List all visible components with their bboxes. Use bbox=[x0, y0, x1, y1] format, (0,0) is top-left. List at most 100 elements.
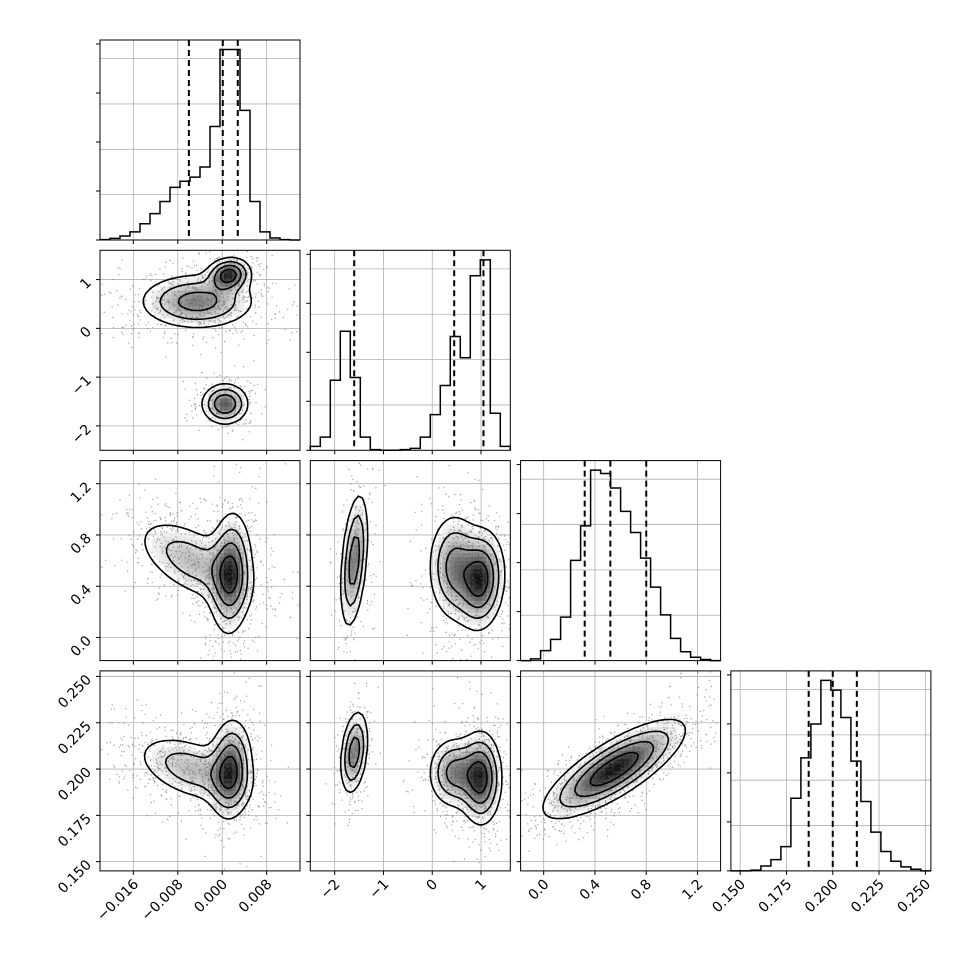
density-cell bbox=[224, 294, 229, 299]
density-cell bbox=[458, 758, 463, 764]
density-cell bbox=[434, 584, 439, 589]
density-cell bbox=[232, 762, 237, 768]
density-cell bbox=[660, 722, 665, 728]
density-cell bbox=[196, 314, 201, 319]
density-cell bbox=[350, 730, 355, 736]
density-cell bbox=[342, 548, 347, 553]
density-cell bbox=[172, 290, 177, 295]
density-cell bbox=[664, 750, 669, 756]
density-cell bbox=[486, 612, 491, 617]
density-cell bbox=[624, 778, 629, 784]
density-cell bbox=[220, 262, 225, 267]
density-cell bbox=[604, 750, 609, 756]
density-cell bbox=[656, 758, 661, 764]
density-cell bbox=[438, 774, 443, 780]
density-cell bbox=[362, 738, 367, 744]
density-cell bbox=[490, 600, 495, 605]
density-cell bbox=[156, 556, 161, 561]
density-cell bbox=[240, 588, 245, 593]
density-cell bbox=[224, 262, 229, 267]
density-cell bbox=[192, 746, 197, 752]
density-cell bbox=[192, 552, 197, 557]
density-cell bbox=[200, 758, 205, 764]
density-cell bbox=[236, 524, 241, 529]
density-cell bbox=[248, 588, 253, 593]
density-cell bbox=[216, 782, 221, 788]
density-cell bbox=[342, 600, 347, 605]
density-cell bbox=[156, 758, 161, 764]
density-cell bbox=[346, 572, 351, 577]
density-cell bbox=[216, 770, 221, 776]
density-cell bbox=[200, 762, 205, 768]
density-cell bbox=[220, 576, 225, 581]
density-cell bbox=[648, 734, 653, 740]
density-cell bbox=[362, 552, 367, 557]
density-cell bbox=[228, 624, 233, 629]
contour-2-3-level-1 bbox=[559, 730, 670, 808]
density-cell bbox=[490, 762, 495, 768]
density-cell bbox=[188, 754, 193, 760]
density-cell bbox=[624, 770, 629, 776]
density-cell bbox=[596, 762, 601, 768]
density-cell bbox=[168, 770, 173, 776]
density-cell bbox=[576, 774, 581, 780]
density-cell bbox=[156, 532, 161, 537]
density-cell bbox=[244, 746, 249, 752]
density-cell bbox=[160, 750, 165, 756]
density-cell bbox=[220, 548, 225, 553]
density-cell bbox=[466, 604, 471, 609]
density-cell bbox=[564, 802, 569, 808]
density-cell bbox=[446, 572, 451, 577]
density-cell bbox=[474, 544, 479, 549]
density-cell bbox=[216, 410, 221, 415]
density-cell bbox=[232, 580, 237, 585]
density-cell bbox=[176, 564, 181, 569]
density-cell bbox=[220, 286, 225, 291]
density-cell bbox=[180, 278, 185, 283]
density-cell bbox=[600, 746, 605, 752]
density-cell bbox=[656, 750, 661, 756]
density-cell bbox=[446, 766, 451, 772]
density-cell bbox=[490, 612, 495, 617]
density-cell bbox=[224, 532, 229, 537]
density-cell bbox=[498, 592, 503, 597]
density-cell bbox=[660, 726, 665, 732]
density-cell bbox=[236, 306, 241, 311]
density-cell bbox=[454, 770, 459, 776]
density-cell bbox=[216, 274, 221, 279]
density-cell bbox=[608, 790, 613, 796]
xtick-label-0-1: −0.008 bbox=[139, 876, 187, 924]
xtick-label-0-0: −0.016 bbox=[94, 876, 142, 924]
density-cell bbox=[482, 536, 487, 541]
density-cell bbox=[652, 758, 657, 764]
density-cell bbox=[490, 790, 495, 796]
density-cell bbox=[224, 306, 229, 311]
density-cell bbox=[560, 810, 565, 816]
density-cell bbox=[184, 568, 189, 573]
density-cell bbox=[354, 596, 359, 601]
density-cell bbox=[152, 540, 157, 545]
density-cell bbox=[342, 592, 347, 597]
density-cell bbox=[220, 544, 225, 549]
density-cell bbox=[458, 766, 463, 772]
density-cell bbox=[482, 734, 487, 740]
density-cell bbox=[664, 726, 669, 732]
density-cell bbox=[228, 572, 233, 577]
density-cell bbox=[224, 766, 229, 772]
density-cell bbox=[216, 806, 221, 812]
density-cell bbox=[196, 786, 201, 792]
xtick-label-0-3: 0.008 bbox=[236, 876, 276, 916]
density-cell bbox=[362, 730, 367, 736]
density-cell bbox=[224, 600, 229, 605]
scatter-points-layer bbox=[100, 250, 721, 870]
density-cell bbox=[450, 786, 455, 792]
panel-frame-1-3 bbox=[309, 670, 511, 872]
density-cell bbox=[362, 754, 367, 760]
density-cell bbox=[482, 548, 487, 553]
density-cell bbox=[490, 576, 495, 581]
density-cell bbox=[458, 742, 463, 748]
density-cell bbox=[168, 762, 173, 768]
density-cell bbox=[596, 770, 601, 776]
density-cell bbox=[612, 786, 617, 792]
density-cell bbox=[552, 806, 557, 812]
